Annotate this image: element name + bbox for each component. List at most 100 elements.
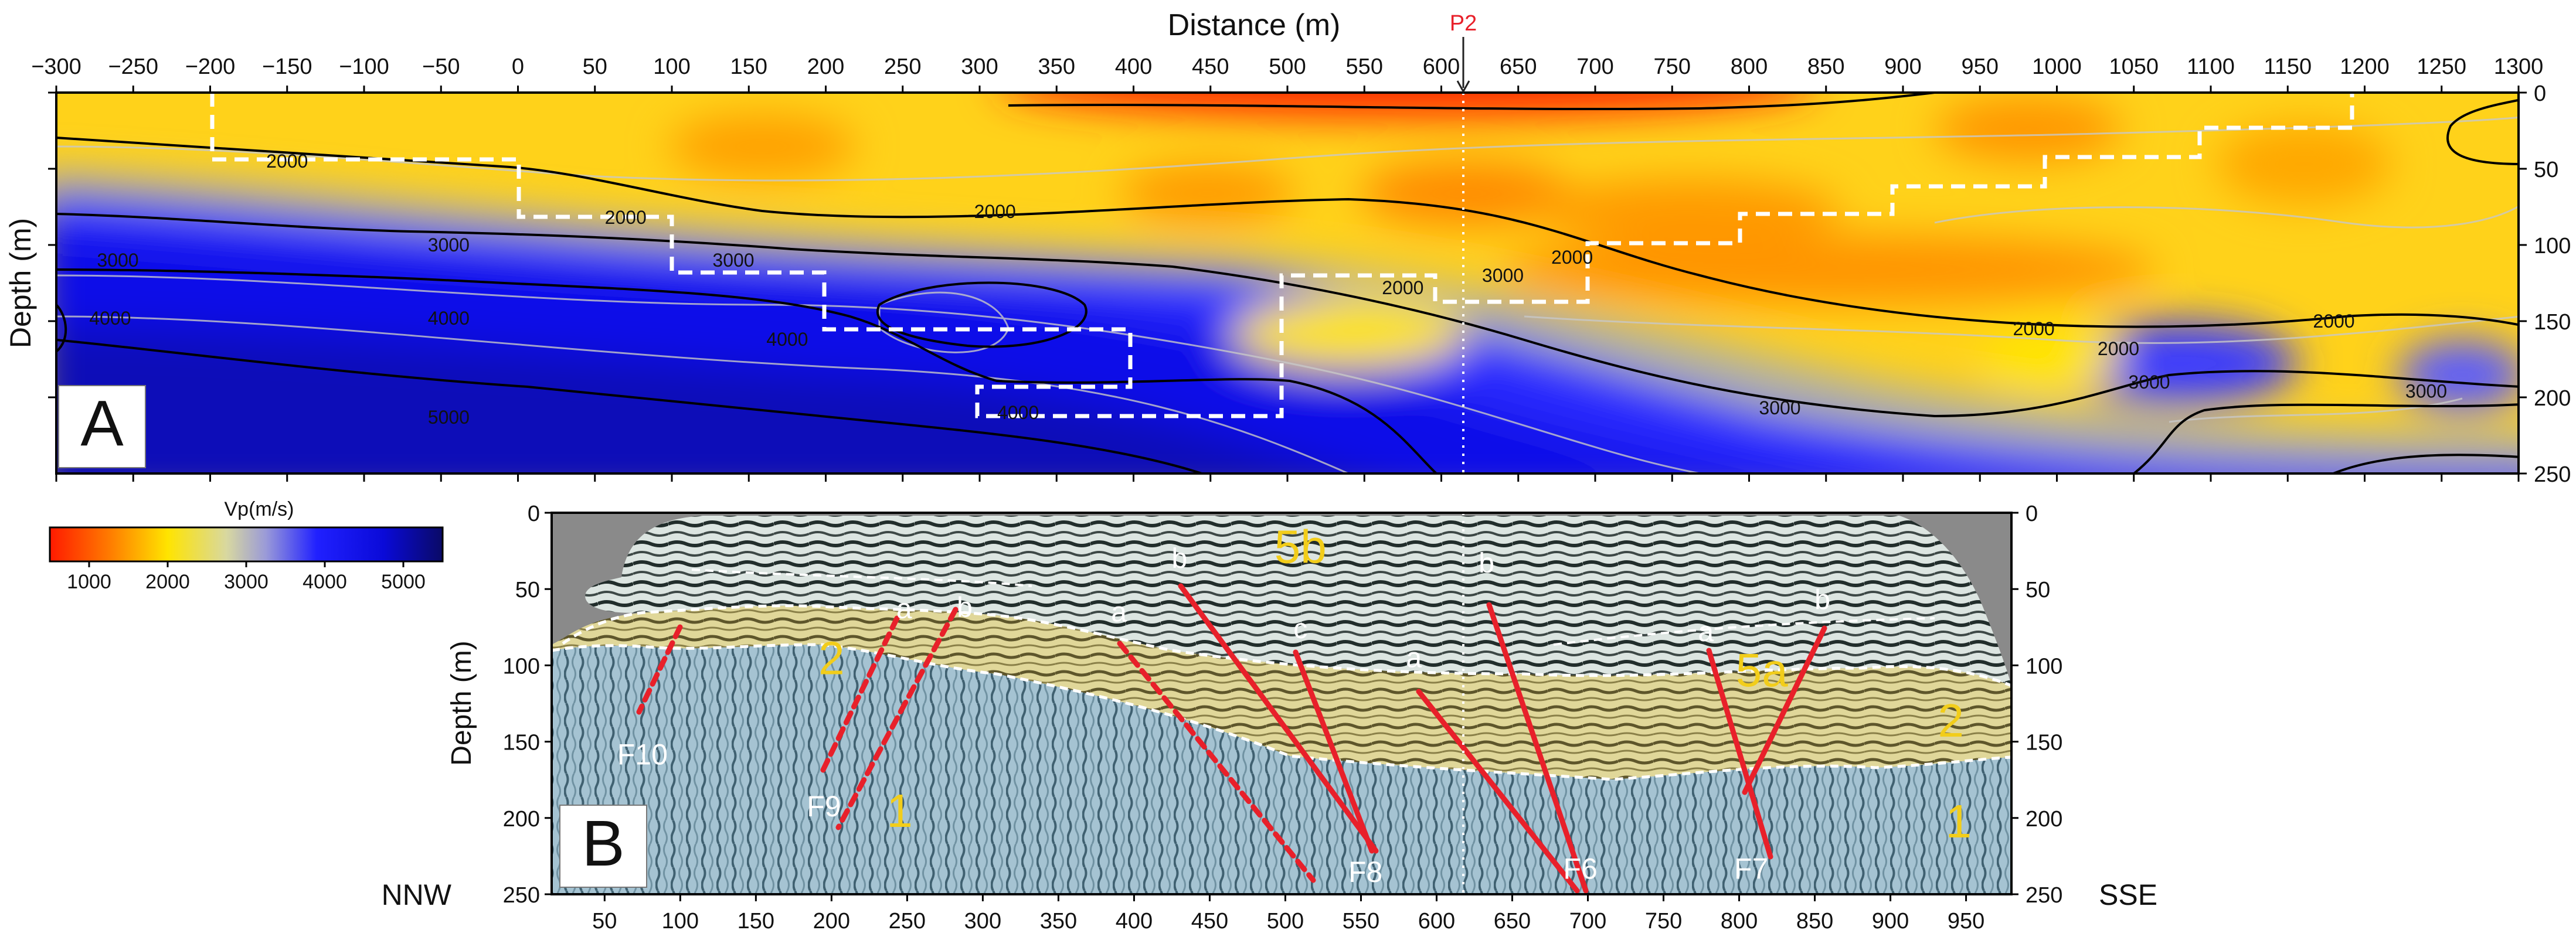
x-axis-title: Distance (m) xyxy=(1168,8,1341,42)
contour-label: 2000 xyxy=(2098,338,2139,359)
colorbar-ramp xyxy=(49,526,444,563)
seismic-frame xyxy=(550,512,2013,895)
unit-labels: 5b 5a 2 2 1 1 xyxy=(818,520,1972,847)
x-tick-label: 150 xyxy=(730,54,767,79)
contour-label: 2000 xyxy=(1382,277,1423,298)
y-tick-label-b-left: 200 xyxy=(503,807,540,832)
horizon-label: c xyxy=(1293,614,1307,645)
y-tick-label-b-left: 100 xyxy=(503,654,540,679)
x-tick-label-b: 50 xyxy=(592,909,617,934)
horizon-label: b xyxy=(957,592,973,623)
x-tick-label-b: 300 xyxy=(964,909,1001,934)
contour-label: 2000 xyxy=(1551,247,1593,268)
contour-label: 3000 xyxy=(1759,397,1800,418)
unit-label: 5b xyxy=(1275,520,1327,573)
x-tick-label: 200 xyxy=(807,54,844,79)
x-tick-label: 650 xyxy=(1500,54,1537,79)
contour-label: 4000 xyxy=(766,329,808,350)
fault-label: F8 xyxy=(1348,856,1382,888)
y-tick-label-b-left: 0 xyxy=(528,502,540,526)
contour-label: 3000 xyxy=(712,250,754,271)
contour-labels: 2000 2000 2000 2000 2000 2000 2000 2000 3000 3000… xyxy=(89,151,2447,428)
x-tick-label: 300 xyxy=(961,54,998,79)
y-tick-label-b-left: 150 xyxy=(503,731,540,755)
y-tick-label: 50 xyxy=(2534,158,2558,182)
y-axis-left-ticks xyxy=(48,91,56,398)
y-tick-label-b-left: 50 xyxy=(515,578,540,602)
colorbar-tick-label: 5000 xyxy=(381,571,426,593)
y-tick-label: 0 xyxy=(2534,81,2546,106)
panel-b-letter-box xyxy=(559,805,647,888)
fault-label: F10 xyxy=(617,738,668,771)
horizon-label: a xyxy=(896,594,912,625)
x-tick-label: 1000 xyxy=(2032,54,2082,79)
contour-label: 2000 xyxy=(266,151,308,172)
x-tick-label: 350 xyxy=(1038,54,1075,79)
x-tick-label-b: 550 xyxy=(1343,909,1379,934)
x-tick-label: 800 xyxy=(1731,54,1768,79)
y-axis-title: Depth (m) xyxy=(4,218,37,348)
x-tick-label-b: 350 xyxy=(1040,909,1077,934)
unit-label: 1 xyxy=(1945,795,1972,847)
x-axis-bottom-ticks xyxy=(55,474,2520,482)
x-tick-label: 850 xyxy=(1807,54,1844,79)
horizon-label: a xyxy=(1406,642,1422,673)
x-tick-label: 1150 xyxy=(2264,54,2312,79)
seismic-panel: 5b 5a 2 2 1 1 b b a b a c a a b F10 F9 F8 F6 F7 50 100 150 2… xyxy=(382,502,2157,934)
x-tick-label-b: 750 xyxy=(1645,909,1682,934)
velocity-colorbar: Vp(m/s) 1000 2000 3000 4000 5000 xyxy=(49,498,444,593)
x-tick-label-b: 250 xyxy=(889,909,926,934)
contour-label: 2000 xyxy=(2313,311,2354,332)
y-tick-label-b-right: 0 xyxy=(2026,502,2038,526)
y-tick-label-b-right: 250 xyxy=(2026,883,2062,908)
contour-label: 5000 xyxy=(428,407,470,428)
y-axis-b-left: 0 50 100 150 200 250 xyxy=(503,502,552,908)
contour-label: 4000 xyxy=(428,308,470,329)
x-tick-label: −50 xyxy=(422,54,460,79)
panel-b-letter: B xyxy=(582,808,624,880)
y-tick-label-b-right: 150 xyxy=(2026,731,2062,755)
contour-label: 2000 xyxy=(2013,318,2055,339)
unit-label: 1 xyxy=(886,785,913,837)
x-tick-label: 750 xyxy=(1654,54,1691,79)
x-tick-label-b: 100 xyxy=(662,909,699,934)
y-axis-b-right: 0 50 100 150 200 250 xyxy=(2011,502,2062,908)
contour-label: 3000 xyxy=(1482,265,1524,286)
unit-label: 5a xyxy=(1736,644,1788,696)
x-tick-label: 1200 xyxy=(2340,54,2390,79)
x-axis-top: −300 −250 −200 −150 −100 −50 0 50 100 150 200 250 30… xyxy=(31,54,2543,93)
p2-label: P2 xyxy=(1450,11,1477,36)
x-tick-label: 1250 xyxy=(2417,54,2466,79)
nnw-label: NNW xyxy=(382,878,452,911)
contour-label: 3000 xyxy=(2405,381,2447,402)
fault-label: F9 xyxy=(807,790,841,823)
x-tick-label-b: 850 xyxy=(1796,909,1833,934)
colorbar-ticks: 1000 2000 3000 4000 5000 xyxy=(67,561,426,593)
y-tick-label: 150 xyxy=(2534,310,2571,335)
unit-label: 2 xyxy=(1938,694,1965,747)
x-tick-label-b: 700 xyxy=(1569,909,1606,934)
contour-label: 3000 xyxy=(2128,372,2170,393)
x-tick-label: 1100 xyxy=(2187,54,2235,79)
x-tick-label-b: 900 xyxy=(1872,909,1909,934)
x-tick-label: −200 xyxy=(185,54,236,79)
x-tick-label: −150 xyxy=(262,54,312,79)
x-tick-label: 550 xyxy=(1346,54,1383,79)
x-tick-label-b: 950 xyxy=(1948,909,1984,934)
horizon-label: b xyxy=(1479,548,1494,579)
fault-label: F6 xyxy=(1563,853,1597,885)
contour-label: 4000 xyxy=(997,402,1039,423)
x-tick-label: 900 xyxy=(1884,54,1921,79)
unit-5-pale xyxy=(585,516,2011,686)
y-tick-label: 100 xyxy=(2534,234,2571,258)
panel-a-letter: A xyxy=(80,387,124,459)
x-tick-label-b: 600 xyxy=(1418,909,1455,934)
x-tick-label: 50 xyxy=(583,54,607,79)
x-tick-label: 1050 xyxy=(2109,54,2159,79)
contour-label: 2000 xyxy=(974,201,1016,222)
contour-label: 3000 xyxy=(428,234,470,256)
colorbar-title: Vp(m/s) xyxy=(225,498,294,520)
y-tick-label: 200 xyxy=(2534,386,2571,411)
colorbar-tick-label: 2000 xyxy=(145,571,190,593)
